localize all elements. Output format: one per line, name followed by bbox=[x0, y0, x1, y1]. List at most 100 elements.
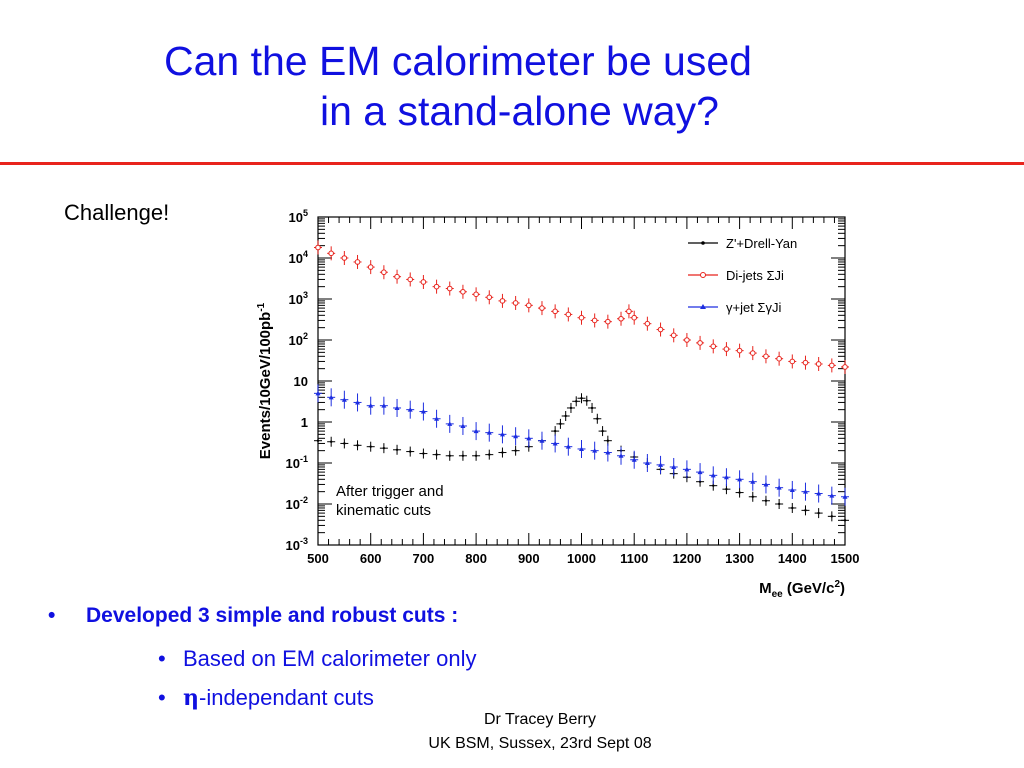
data-point bbox=[578, 314, 585, 321]
data-point bbox=[842, 364, 848, 370]
data-point bbox=[434, 416, 440, 421]
data-point bbox=[736, 347, 743, 354]
legend-marker bbox=[700, 304, 706, 309]
data-point bbox=[474, 454, 478, 457]
x-tick-label: 1500 bbox=[831, 551, 860, 566]
data-point bbox=[631, 314, 638, 321]
x-tick-label: 600 bbox=[360, 551, 382, 566]
data-point bbox=[512, 300, 519, 306]
data-point bbox=[698, 480, 702, 483]
bullet-sub-2-text: η-independant cuts bbox=[183, 685, 374, 711]
data-point bbox=[710, 343, 717, 350]
data-point bbox=[657, 326, 664, 333]
data-point bbox=[815, 361, 822, 367]
y-axis-title: Events/10GeV/100pb-1 bbox=[256, 302, 274, 459]
y-tick-label: 105 bbox=[289, 208, 308, 225]
data-point bbox=[435, 453, 438, 456]
data-point bbox=[367, 264, 374, 270]
data-point bbox=[606, 439, 610, 442]
data-point bbox=[789, 358, 796, 365]
data-point bbox=[618, 453, 624, 458]
data-point bbox=[343, 442, 346, 445]
data-point bbox=[585, 399, 588, 402]
x-tick-label: 1300 bbox=[725, 551, 754, 566]
data-point bbox=[829, 493, 835, 498]
data-point bbox=[328, 250, 334, 257]
data-point bbox=[802, 489, 808, 494]
series-2 bbox=[314, 384, 849, 506]
data-point bbox=[802, 359, 809, 366]
data-point bbox=[539, 438, 545, 443]
data-point bbox=[569, 406, 573, 410]
data-point bbox=[420, 279, 427, 285]
y-tick-label: 10-1 bbox=[286, 454, 308, 471]
legend-label: Z'+Drell-Yan bbox=[726, 236, 797, 251]
data-point bbox=[409, 450, 412, 453]
data-point bbox=[575, 400, 578, 403]
x-tick-label: 500 bbox=[307, 551, 329, 566]
x-tick-label: 900 bbox=[518, 551, 540, 566]
data-point bbox=[448, 454, 451, 457]
y-tick-label: 1 bbox=[301, 415, 308, 430]
data-point bbox=[422, 452, 425, 455]
data-point bbox=[407, 407, 413, 412]
data-point bbox=[553, 429, 557, 433]
data-point bbox=[830, 515, 834, 518]
y-tick-label: 103 bbox=[289, 290, 308, 307]
data-point bbox=[316, 439, 320, 442]
data-point bbox=[486, 430, 492, 435]
data-point bbox=[829, 362, 835, 369]
data-point bbox=[817, 511, 820, 515]
y-tick-label: 102 bbox=[289, 331, 308, 348]
data-point bbox=[776, 355, 782, 362]
data-point bbox=[354, 259, 361, 265]
data-point bbox=[776, 485, 782, 490]
x-tick-label: 1100 bbox=[620, 551, 648, 566]
data-point bbox=[580, 397, 583, 400]
data-point bbox=[461, 454, 465, 457]
x-tick-label: 1200 bbox=[672, 551, 701, 566]
legend-marker bbox=[701, 241, 705, 245]
series-1 bbox=[314, 240, 849, 374]
data-point bbox=[460, 423, 466, 428]
data-point bbox=[341, 397, 347, 402]
data-point bbox=[605, 450, 611, 455]
footer-author: Dr Tracey Berry bbox=[483, 711, 596, 728]
data-point bbox=[501, 451, 504, 454]
legend-marker bbox=[700, 272, 706, 278]
data-point bbox=[395, 448, 399, 451]
mass-spectrum-chart: 500 600 700 800 900 1000 1100 1200 1300 1400 1500 1… bbox=[256, 208, 860, 600]
legend-label: γ+jet ΣγJi bbox=[726, 300, 781, 315]
x-tick-label: 1000 bbox=[567, 551, 596, 566]
data-point bbox=[710, 472, 716, 478]
legend: Z'+Drell-Yan Di-jets ΣJi γ+jet ΣγJi bbox=[688, 236, 797, 315]
data-point bbox=[513, 433, 519, 439]
data-point bbox=[670, 332, 677, 339]
data-point bbox=[514, 449, 517, 452]
data-point bbox=[356, 444, 359, 447]
challenge-label: Challenge! bbox=[64, 200, 170, 225]
data-point bbox=[751, 495, 754, 498]
data-point bbox=[723, 474, 729, 480]
x-tick-label: 1400 bbox=[778, 551, 807, 566]
data-point bbox=[565, 311, 572, 318]
data-point bbox=[488, 453, 491, 456]
data-point bbox=[394, 273, 400, 280]
y-tick-label: 10-3 bbox=[286, 536, 308, 553]
data-point bbox=[777, 502, 781, 506]
data-point bbox=[552, 440, 558, 446]
data-point bbox=[738, 491, 741, 494]
data-point bbox=[750, 479, 756, 484]
bullet-sub-1-text: Based on EM calorimeter only bbox=[183, 646, 477, 671]
data-point bbox=[763, 481, 769, 487]
bullet-dot: • bbox=[158, 646, 166, 671]
data-point bbox=[420, 409, 426, 414]
y-tick-label: 10 bbox=[294, 374, 308, 389]
data-point bbox=[539, 305, 545, 311]
data-point bbox=[789, 487, 795, 492]
data-point bbox=[684, 337, 690, 343]
slide-title-line-1: Can the EM calorimeter be used bbox=[164, 38, 752, 84]
data-point bbox=[526, 302, 532, 309]
footer: Dr Tracey Berry UK BSM, Sussex, 23rd Sep… bbox=[340, 708, 740, 756]
data-point bbox=[843, 519, 847, 522]
